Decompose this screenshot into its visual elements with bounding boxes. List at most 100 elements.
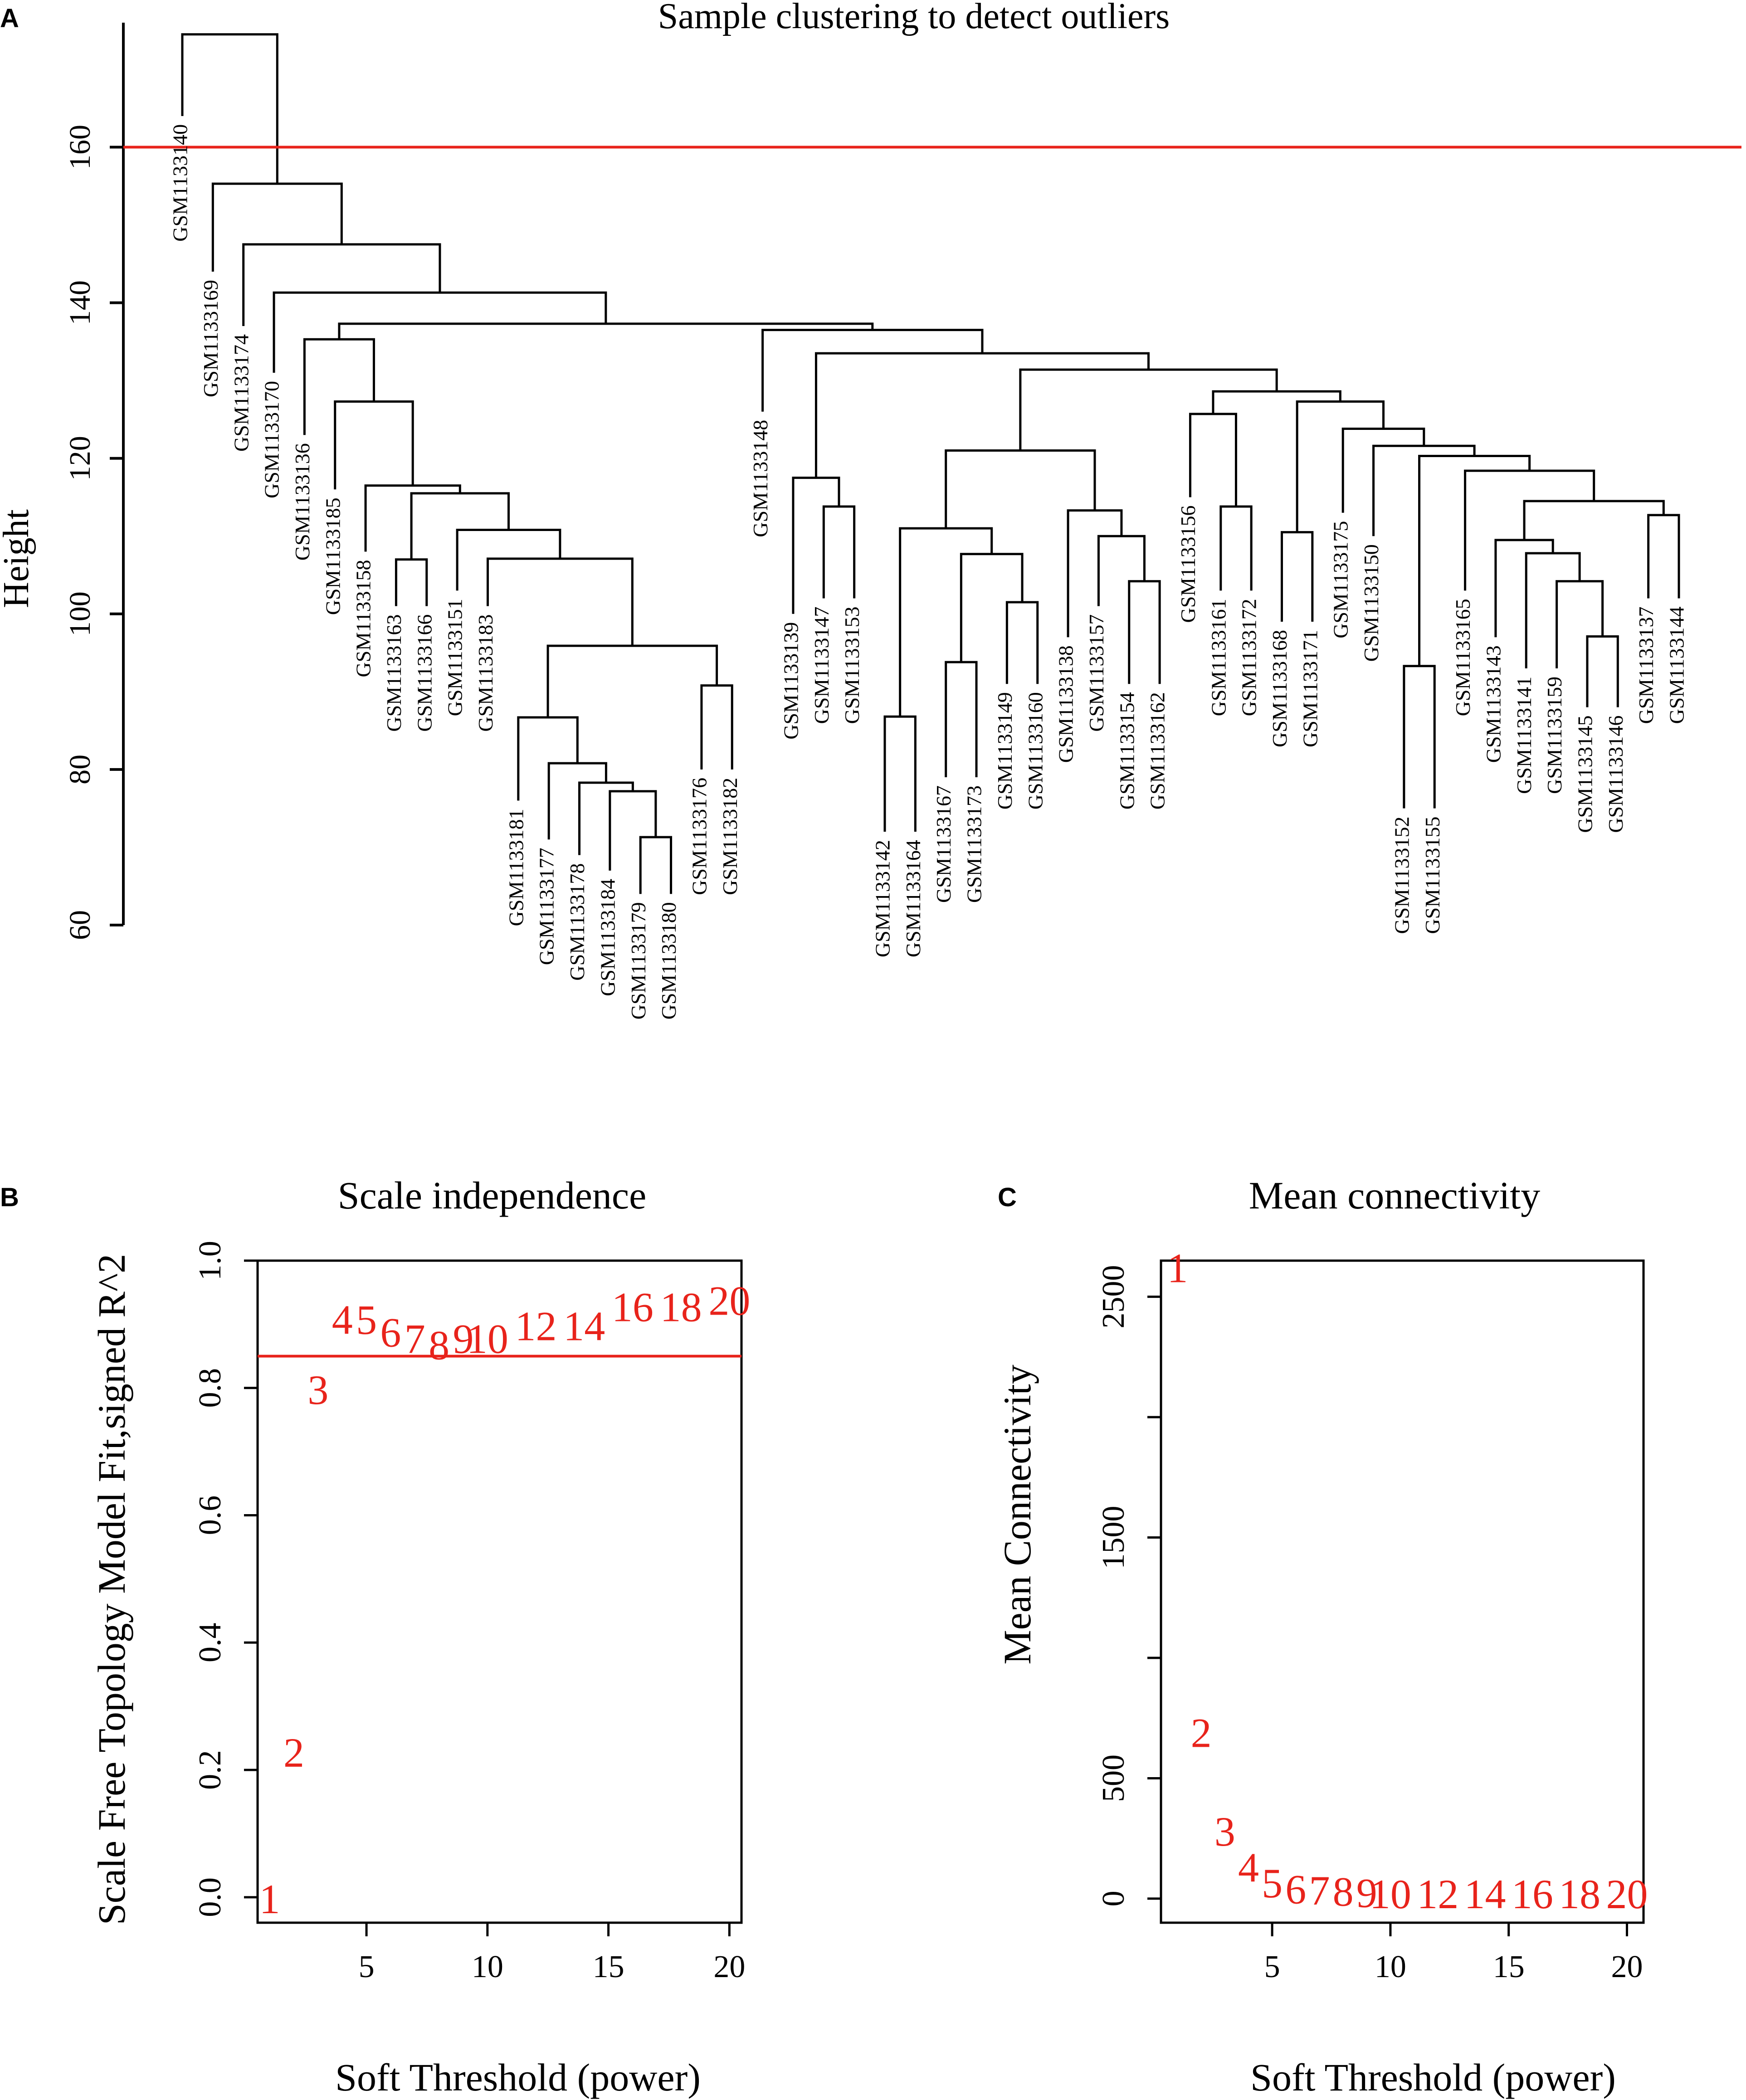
dendrogram-title: Sample clustering to detect outliers [658, 0, 1170, 36]
y-tick-label: 60 [63, 910, 97, 940]
dendrogram-branch [486, 557, 634, 646]
dendrogram-branches [181, 33, 1680, 894]
y-tick-label: 0.6 [193, 1496, 228, 1535]
scale-independence-title: Scale independence [338, 1174, 646, 1217]
dendrogram-branch [814, 352, 1150, 478]
scale-independence-x-axis-label: Soft Threshold (power) [335, 2056, 701, 2099]
y-tick-label: 160 [63, 125, 97, 170]
leaf-label: GSM1133182 [718, 778, 741, 895]
y-tick-label: 0.2 [193, 1750, 228, 1790]
power-point: 14 [1464, 1871, 1506, 1917]
leaf-label: GSM1133162 [1146, 692, 1169, 809]
x-tick-label: 10 [1375, 1949, 1406, 1984]
power-point: 7 [1309, 1867, 1330, 1914]
leaf-label: GSM1133167 [932, 785, 955, 903]
dendrogram-branch [1372, 444, 1476, 536]
leaf-label: GSM1133165 [1451, 599, 1474, 716]
leaf-label: GSM1133185 [321, 497, 344, 615]
dendrogram-branch [700, 684, 733, 770]
power-point: 4 [332, 1296, 353, 1343]
dendrogram-branch [1586, 635, 1619, 707]
leaf-label: GSM1133144 [1665, 606, 1688, 724]
power-point: 12 [1417, 1871, 1458, 1917]
dendrogram-branch [1403, 665, 1436, 809]
leaf-label: GSM1133179 [627, 902, 650, 1019]
dendrogram-branch [334, 400, 414, 490]
dendrogram-branch [609, 790, 657, 871]
leaf-label: GSM1133156 [1176, 505, 1200, 623]
dendrogram-branch [303, 338, 375, 435]
y-tick-label: 0.4 [193, 1623, 228, 1663]
dendrogram-branch [1219, 505, 1253, 591]
leaf-label: GSM1133171 [1298, 630, 1322, 747]
leaf-label: GSM1133183 [474, 614, 497, 732]
y-tick-label: 2500 [1096, 1265, 1131, 1329]
power-point: 12 [515, 1303, 557, 1350]
power-point: 10 [467, 1316, 508, 1362]
dendrogram-branch [1556, 580, 1604, 668]
dendrogram-branch [546, 644, 718, 717]
dendrogram-branch [456, 529, 561, 591]
dendrogram-branch [211, 182, 343, 272]
leaf-label: GSM1133136 [291, 443, 314, 560]
leaf-label: GSM1133178 [566, 863, 589, 981]
leaf-label: GSM1133158 [352, 560, 375, 677]
dendrogram-branch [883, 715, 917, 832]
panel-label-c: C [998, 1183, 1017, 1212]
leaf-label: GSM1133166 [413, 614, 436, 732]
leaf-label: GSM1133168 [1268, 630, 1291, 747]
y-tick-label: 1.0 [193, 1241, 228, 1281]
power-point: 9 [453, 1316, 473, 1362]
y-tick-label: 120 [63, 436, 97, 481]
dendrogram-y-ticks: 60 80 100 120 140 160 [63, 125, 123, 940]
leaf-label: GSM1133142 [871, 840, 894, 957]
mean-connectivity-title: Mean connectivity [1249, 1174, 1540, 1217]
leaf-label: GSM1133147 [810, 606, 833, 724]
power-point: 16 [612, 1284, 654, 1330]
dendrogram-branch [1067, 509, 1123, 638]
power-point: 20 [708, 1277, 750, 1324]
leaf-label: GSM1133174 [229, 334, 253, 452]
leaf-label: GSM1133150 [1360, 544, 1383, 662]
dendrogram-branch [395, 558, 428, 606]
power-point: 6 [1285, 1866, 1306, 1912]
y-tick-label: 1500 [1096, 1506, 1131, 1569]
dendrogram-branch [899, 527, 993, 717]
dendrogram-branch [1525, 552, 1581, 668]
leaf-label: GSM1133152 [1390, 817, 1413, 934]
leaf-label: GSM1133177 [535, 848, 558, 965]
dendrogram-branch [761, 329, 984, 412]
dendrogram-branch [1523, 500, 1665, 540]
power-point: 10 [1370, 1871, 1411, 1917]
power-point: 2 [1191, 1710, 1212, 1756]
y-tick-label: 0 [1096, 1890, 1131, 1906]
x-tick-label: 10 [472, 1949, 503, 1984]
leaf-label: GSM1133137 [1634, 606, 1658, 724]
power-point: 1 [1167, 1245, 1188, 1291]
dendrogram-branch [547, 762, 607, 840]
power-point: 5 [356, 1296, 377, 1343]
x-tick-label: 15 [1493, 1949, 1525, 1984]
leaf-label: GSM1133153 [840, 606, 863, 724]
panel-c-mean-connectivity: C Mean connectivity Soft Threshold (powe… [995, 1174, 1648, 2099]
panel-label-b: B [0, 1183, 19, 1212]
power-point: 9 [1356, 1870, 1377, 1916]
scale-independence-y-axis-label: Scale Free Topology Model Fit,signed R^2 [90, 1254, 133, 1925]
dendrogram-branch [960, 553, 1024, 663]
power-point: 2 [283, 1730, 304, 1776]
mean-connectivity-y-axis-label: Mean Connectivity [995, 1364, 1039, 1665]
dendrogram-leaf-labels: GSM1133140 GSM1133169 GSM1133174 GSM1133170… [169, 124, 1688, 1020]
dendrogram-branch [1212, 390, 1341, 414]
dendrogram-branch [1097, 535, 1146, 606]
y-tick-label: 140 [63, 280, 97, 325]
dendrogram-branch [1494, 539, 1554, 638]
dendrogram-branch [1296, 400, 1385, 532]
dendrogram-branch [1005, 601, 1039, 684]
leaf-label: GSM1133181 [504, 809, 527, 926]
dendrogram-branch [273, 291, 607, 373]
dendrogram-branch [1280, 531, 1314, 622]
dendrogram-y-axis-label: Height [0, 509, 36, 608]
y-tick-label: 0.8 [193, 1368, 228, 1408]
